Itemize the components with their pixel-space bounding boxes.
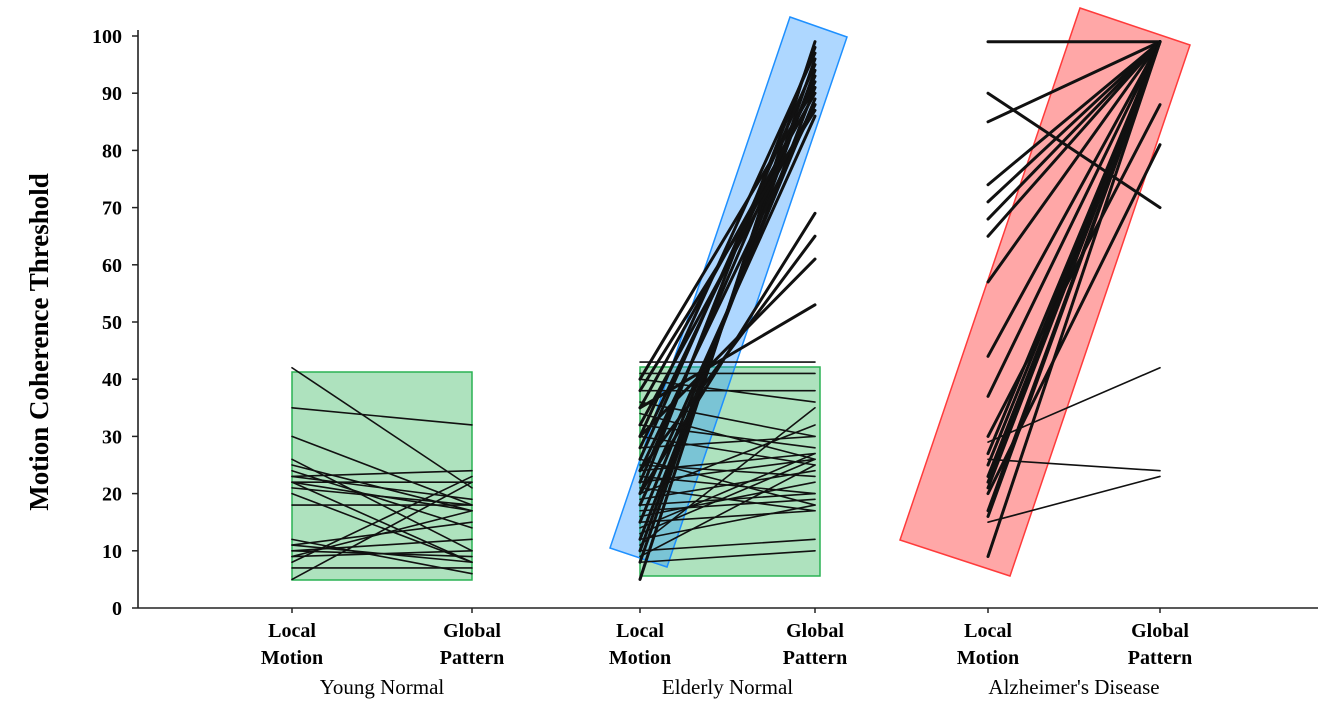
- data-line: [986, 103, 1162, 438]
- category-label-line2: Motion: [957, 647, 1019, 669]
- data-line: [638, 108, 817, 393]
- data-line: [291, 475, 473, 501]
- data-line: [986, 40, 1162, 238]
- y-tick-label: 0: [112, 598, 122, 620]
- data-lines: [291, 40, 1162, 581]
- axes: 0 10 20 30 40 50 60 70 80 90 100: [92, 26, 1318, 620]
- data-line: [986, 143, 1162, 496]
- category-label-line1: Global: [786, 620, 844, 642]
- data-line: [639, 481, 816, 518]
- y-tick-label: 90: [102, 83, 122, 105]
- data-line: [638, 103, 817, 473]
- data-line: [639, 509, 816, 524]
- data-line: [638, 85, 817, 381]
- alzheimers-rising-box: [899, 7, 1191, 577]
- category-label-line1: Local: [268, 620, 316, 642]
- data-line: [986, 40, 1162, 124]
- data-line: [639, 464, 816, 558]
- data-line: [639, 424, 816, 449]
- group-label: Elderly Normal: [662, 675, 793, 699]
- data-line: [986, 40, 1162, 398]
- category-label-line2: Motion: [609, 647, 671, 669]
- data-line: [639, 452, 816, 529]
- data-line: [638, 45, 817, 496]
- category-label-line1: Global: [1131, 620, 1189, 642]
- data-line: [639, 435, 816, 449]
- data-line: [638, 114, 817, 507]
- data-line: [639, 452, 816, 472]
- y-tick-label: 70: [102, 198, 122, 220]
- data-line: [639, 538, 816, 552]
- data-line: [987, 458, 1161, 472]
- data-line: [986, 40, 1162, 559]
- y-tick-label: 50: [102, 312, 122, 334]
- y-tick-label: 10: [102, 541, 122, 563]
- data-line: [987, 475, 1161, 524]
- group-label: Alzheimer's Disease: [988, 675, 1159, 699]
- data-line: [639, 406, 816, 546]
- data-line: [639, 498, 816, 512]
- y-tick-label: 20: [102, 484, 122, 506]
- data-line: [639, 435, 816, 466]
- data-line: [639, 458, 816, 483]
- data-line: [986, 40, 1162, 358]
- data-line: [291, 366, 473, 489]
- data-line: [986, 40, 1162, 204]
- data-line: [291, 487, 473, 506]
- data-line: [291, 469, 473, 478]
- data-line: [291, 509, 473, 558]
- y-tick-label: 60: [102, 255, 122, 277]
- category-label-line2: Pattern: [783, 647, 847, 669]
- data-line: [986, 91, 1162, 210]
- data-line: [291, 549, 473, 558]
- data-line: [291, 481, 473, 564]
- y-tick-label: 80: [102, 140, 122, 162]
- data-line: [638, 257, 817, 438]
- category-label-line2: Pattern: [440, 647, 504, 669]
- data-line: [986, 40, 1162, 187]
- data-line: [987, 366, 1161, 443]
- data-line: [639, 549, 816, 564]
- y-tick-label: 40: [102, 369, 122, 391]
- category-label-line2: Pattern: [1128, 647, 1192, 669]
- y-tick-label: 30: [102, 426, 122, 448]
- data-line: [291, 406, 473, 426]
- category-label-line1: Local: [616, 620, 664, 642]
- axis-labels: Local Motion Global Pattern Young Normal Loca…: [261, 620, 1192, 699]
- data-line: [291, 435, 473, 506]
- data-line: [639, 469, 816, 501]
- y-tick-label: 100: [92, 26, 122, 48]
- category-label-line1: Global: [443, 620, 501, 642]
- data-line: [291, 481, 473, 581]
- data-line: [639, 504, 816, 541]
- data-line: [986, 40, 1162, 221]
- category-label-line1: Local: [964, 620, 1012, 642]
- data-line: [986, 40, 1162, 284]
- data-line: [291, 475, 473, 564]
- data-line: [638, 234, 817, 473]
- data-line: [639, 424, 816, 495]
- category-label-line2: Motion: [261, 647, 323, 669]
- group-label: Young Normal: [320, 675, 445, 699]
- y-axis-label: Motion Coherence Threshold: [24, 173, 54, 511]
